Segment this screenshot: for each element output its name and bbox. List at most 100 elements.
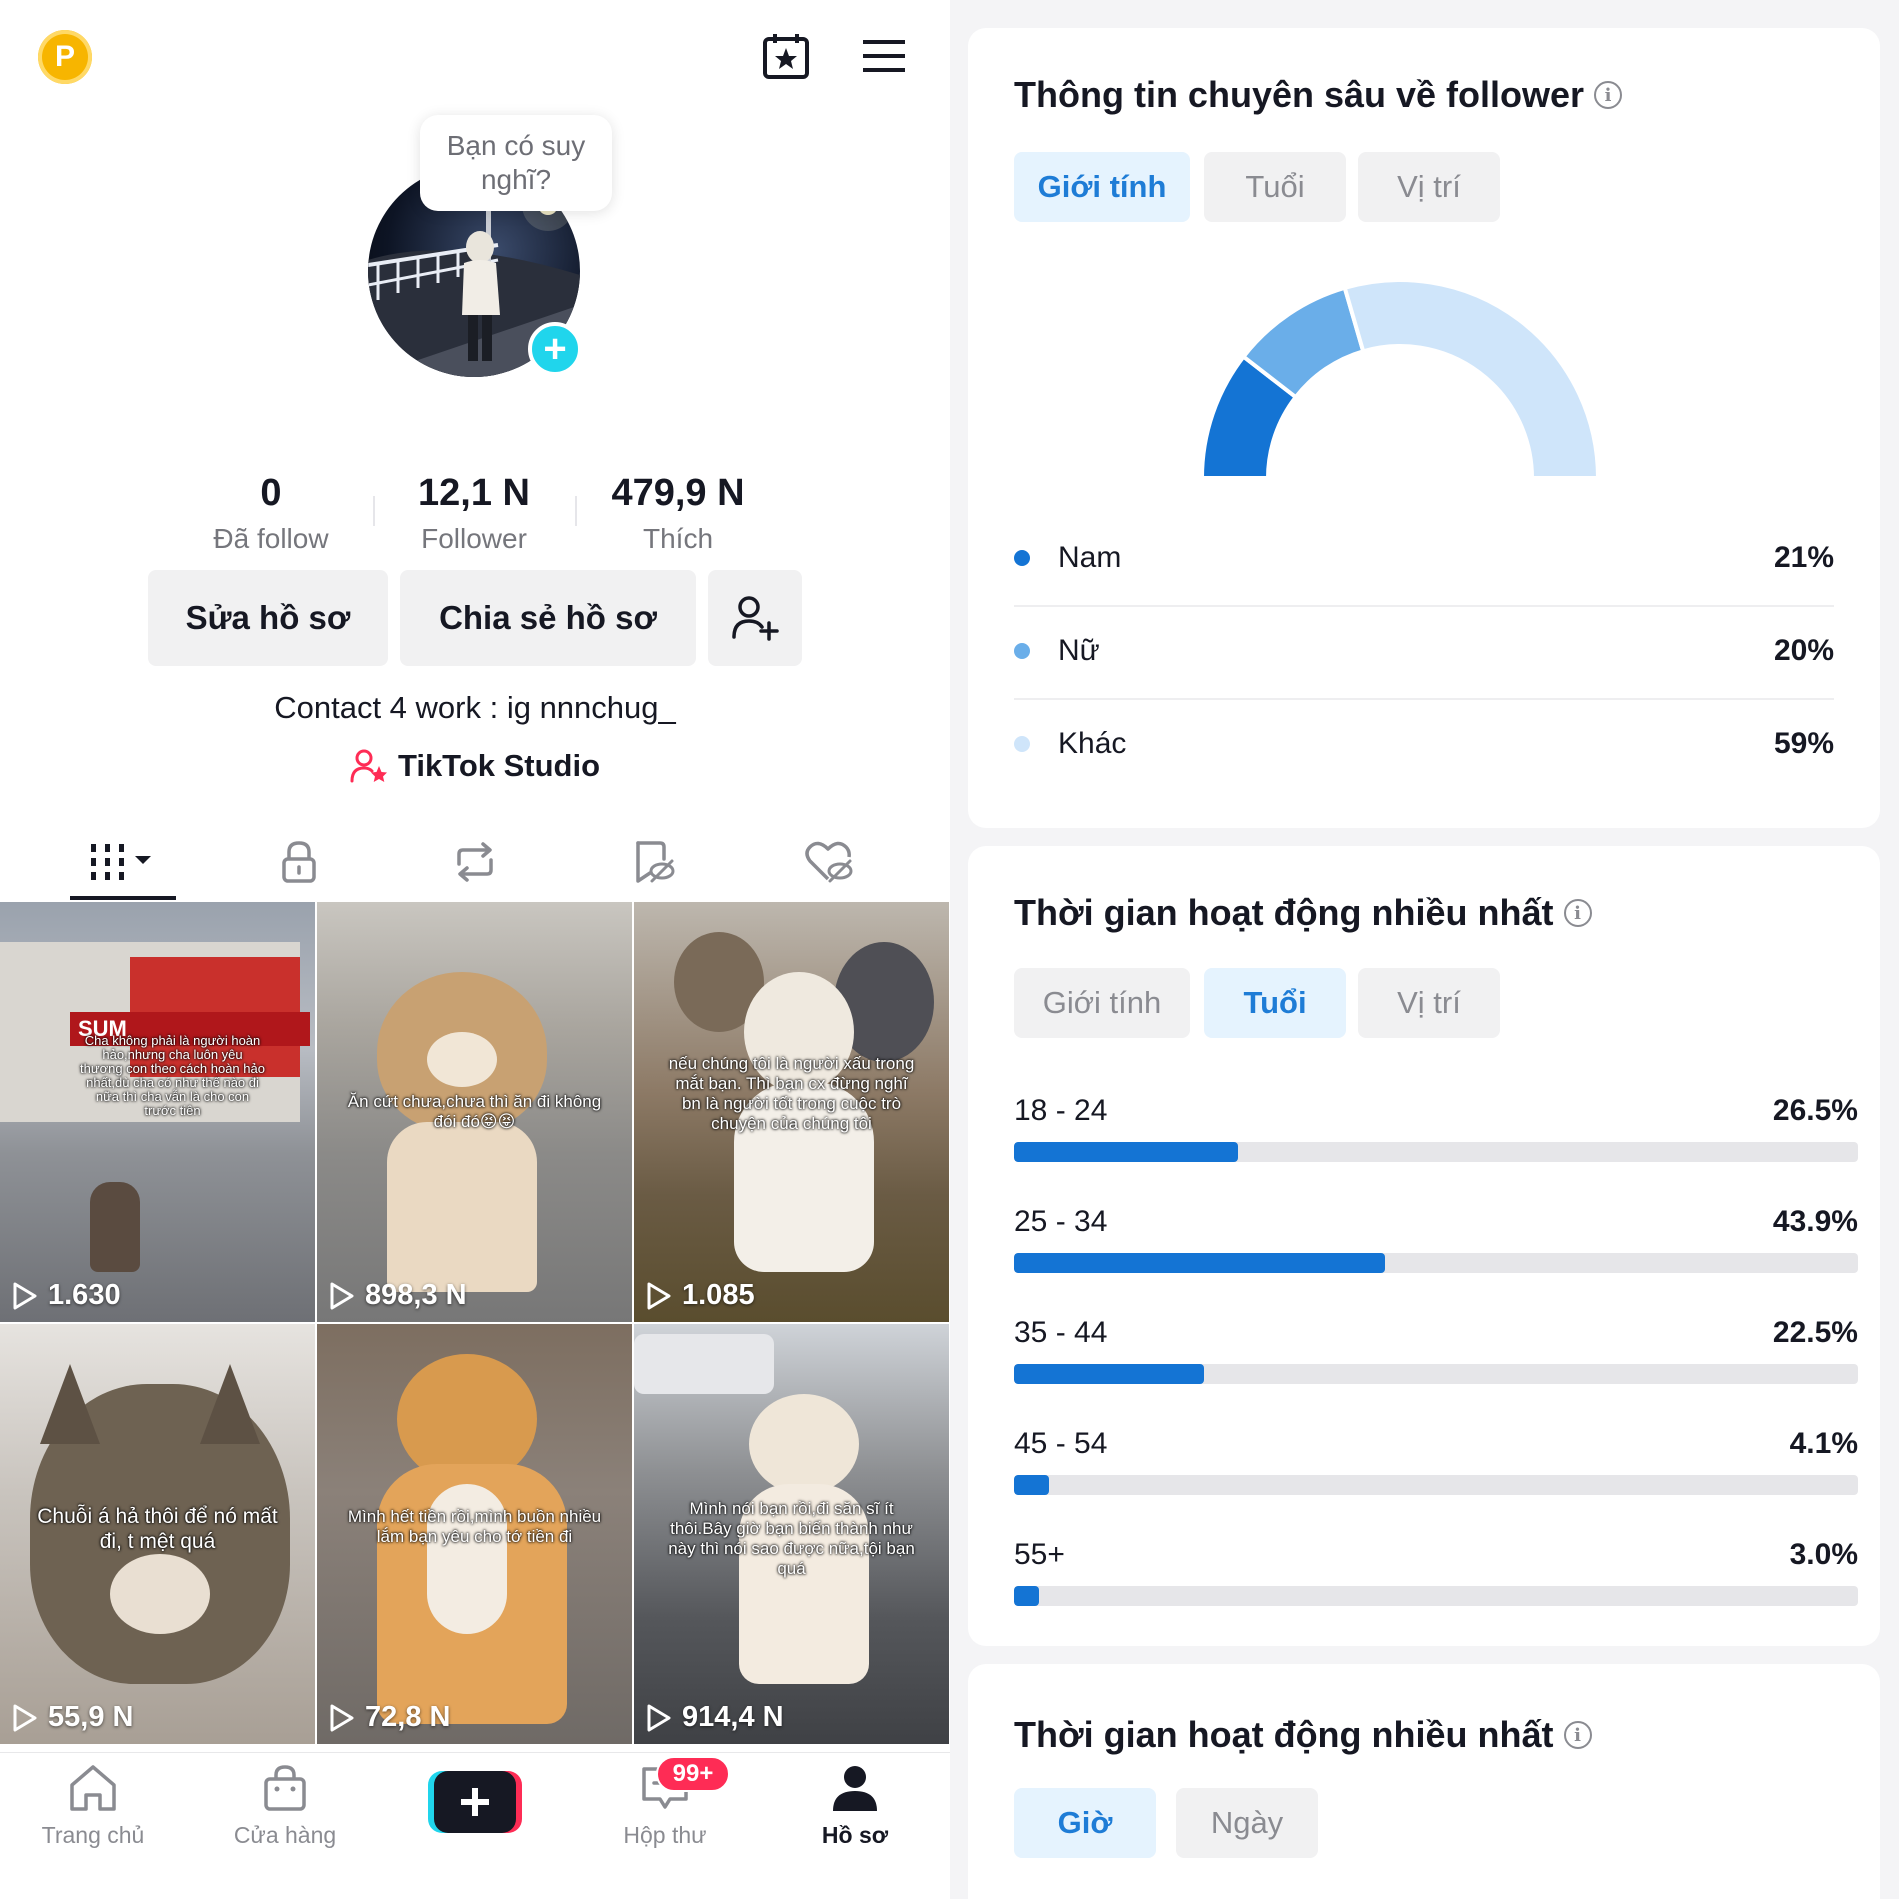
share-profile-button[interactable]: Chia sẻ hồ sơ (400, 570, 696, 666)
video-thumbnail[interactable]: Chuỗi á hả thôi để nó mất đi, t mệt quá … (0, 1324, 315, 1744)
tab-gender[interactable]: Giới tính (1014, 152, 1190, 222)
video-caption: nếu chúng tôi là người xấu trong mắt bạn… (668, 1054, 915, 1133)
profile-panel: P (0, 0, 950, 1899)
donut-slice-other[interactable] (1342, 278, 1601, 480)
tab-private[interactable] (244, 822, 354, 902)
card-title-text: Thời gian hoạt động nhiều nhất (1014, 1714, 1554, 1755)
lock-icon (282, 841, 316, 883)
stat-value: 479,9 N (611, 472, 745, 514)
tab-age[interactable]: Tuổi (1204, 968, 1346, 1038)
age-range-label: 45 - 54 (1014, 1427, 1108, 1460)
video-thumbnail[interactable]: nếu chúng tôi là người xấu trong mắt bạn… (634, 902, 949, 1322)
heart-hidden-icon (805, 841, 853, 883)
tab-favorites-hidden[interactable] (598, 822, 708, 902)
age-bar-fill (1014, 1586, 1040, 1606)
age-range-label: 35 - 44 (1014, 1316, 1108, 1349)
stat-likes[interactable]: 479,9 N Thích (598, 472, 758, 555)
info-icon[interactable]: i (1563, 1721, 1592, 1749)
stat-label: Thích (642, 523, 714, 554)
gender-donut-chart (1199, 278, 1601, 480)
tab-reposts[interactable] (420, 822, 530, 902)
play-icon (330, 1282, 354, 1309)
avatar-thought-bubble[interactable]: Bạn có suy nghĩ? (420, 115, 612, 211)
calendar-star-icon[interactable] (758, 28, 814, 84)
tab-age[interactable]: Tuổi (1204, 152, 1346, 222)
play-icon (647, 1282, 671, 1309)
view-count-value: 72,8 N (365, 1701, 451, 1733)
points-badge[interactable]: P (38, 30, 92, 84)
view-count: 1.085 (646, 1279, 755, 1312)
legend-percent: 20% (1773, 634, 1834, 667)
create-post-button[interactable] (428, 1771, 522, 1833)
tab-videos[interactable] (68, 822, 178, 902)
edit-profile-button[interactable]: Sửa hồ sơ (148, 570, 388, 666)
nav-home[interactable]: Trang chủ (18, 1763, 168, 1849)
content-tabbar (0, 822, 950, 902)
video-thumbnail[interactable]: Mình nói bạn rồi,đi săn sĩ ít thôi.Bây g… (634, 1324, 949, 1744)
tab-day[interactable]: Ngày (1176, 1788, 1318, 1858)
shopping-bag-icon (264, 1765, 306, 1811)
view-count: 72,8 N (329, 1701, 450, 1734)
video-thumbnail[interactable]: SUM Cha không phải là người hoàn hảo,như… (0, 902, 315, 1322)
age-bar-row: 18 - 24 26.5% (1014, 1094, 1858, 1162)
info-icon[interactable]: i (1594, 81, 1623, 109)
age-percent: 43.9% (1772, 1205, 1858, 1238)
add-friend-button[interactable] (708, 570, 802, 666)
stat-value: 0 (260, 472, 282, 514)
view-count: 55,9 N (12, 1701, 133, 1734)
tiktok-studio-link[interactable]: TikTok Studio (0, 748, 950, 784)
legend-dot (1014, 643, 1030, 659)
age-bar-label-row: 18 - 24 26.5% (1014, 1094, 1858, 1128)
stat-following[interactable]: 0 Đã follow (200, 472, 342, 555)
tab-location[interactable]: Vị trí (1358, 152, 1500, 222)
video-caption: Chuỗi á hả thôi để nó mất đi, t mệt quá (37, 1505, 278, 1553)
view-count-value: 914,4 N (682, 1701, 784, 1733)
video-thumbnail[interactable]: Mình hết tiền rồi,mình buồn nhiều lắm bạ… (317, 1324, 632, 1744)
play-icon (13, 1704, 37, 1731)
legend-percent: 21% (1773, 541, 1834, 574)
bookmark-hidden-icon (636, 841, 675, 883)
legend-row-female: Nữ 20% (1014, 621, 1834, 681)
stat-divider (373, 496, 375, 526)
play-icon (330, 1704, 354, 1731)
menu-icon[interactable] (856, 28, 912, 84)
age-percent: 26.5% (1772, 1094, 1858, 1127)
bottom-navbar: Trang chủ Cửa hàng (0, 1752, 950, 1899)
add-story-button[interactable]: + (528, 322, 582, 376)
age-bar-row: 45 - 54 4.1% (1014, 1427, 1858, 1495)
age-bar-row: 35 - 44 22.5% (1014, 1316, 1858, 1384)
age-bar-fill (1014, 1253, 1385, 1273)
video-caption: Mình nói bạn rồi,đi săn sĩ ít thôi.Bây g… (668, 1499, 915, 1578)
tab-liked-hidden[interactable] (774, 822, 884, 902)
card-title-text: Thông tin chuyên sâu về follower (1014, 74, 1585, 115)
plus-icon (428, 1771, 522, 1833)
tab-gender[interactable]: Giới tính (1014, 968, 1190, 1038)
studio-label: TikTok Studio (397, 748, 601, 783)
nav-shop[interactable]: Cửa hàng (210, 1763, 360, 1849)
age-bar-track (1014, 1475, 1858, 1495)
age-bar-fill (1014, 1364, 1204, 1384)
video-thumbnail[interactable]: Ăn cứt chưa,chưa thì ăn đi không đói đó😝… (317, 902, 632, 1322)
profile-icon (833, 1766, 877, 1811)
legend-divider (1014, 605, 1834, 607)
legend-percent: 59% (1773, 727, 1834, 760)
age-bar-fill (1014, 1475, 1049, 1495)
stat-label: Đã follow (213, 523, 329, 554)
age-bar-label-row: 25 - 34 43.9% (1014, 1205, 1858, 1239)
follower-insights-card: Thông tin chuyên sâu về follower i Giới … (968, 28, 1880, 828)
age-percent: 3.0% (1789, 1538, 1858, 1571)
view-count-value: 898,3 N (365, 1279, 467, 1311)
tab-hour[interactable]: Giờ (1014, 1788, 1156, 1858)
nav-profile[interactable]: Hồ sơ (780, 1763, 930, 1849)
info-icon[interactable]: i (1563, 899, 1592, 927)
stat-divider (575, 496, 577, 526)
nav-label: Cửa hàng (233, 1822, 337, 1848)
home-icon (70, 1765, 116, 1811)
tab-location[interactable]: Vị trí (1358, 968, 1500, 1038)
analytics-panel: Thông tin chuyên sâu về follower i Giới … (950, 0, 1899, 1899)
video-sign-text: SUM (70, 1012, 310, 1046)
stat-followers[interactable]: 12,1 N Follower (400, 472, 548, 555)
nav-label: Hồ sơ (821, 1822, 889, 1848)
age-range-label: 25 - 34 (1014, 1205, 1108, 1238)
age-bar-fill (1014, 1142, 1238, 1162)
